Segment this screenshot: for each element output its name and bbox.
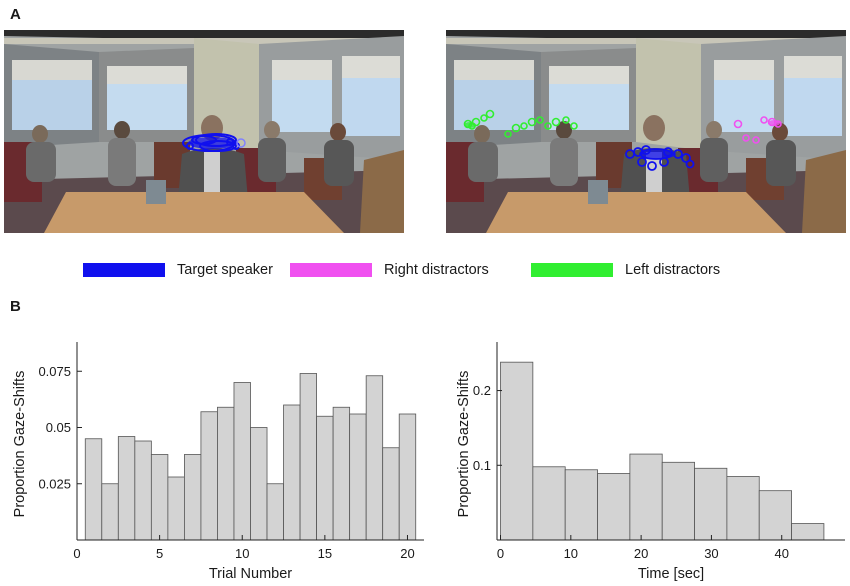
bar bbox=[791, 523, 825, 541]
legend-swatch-target bbox=[83, 263, 165, 277]
bar bbox=[134, 440, 152, 541]
x-tick-label: 10 bbox=[235, 546, 249, 561]
bar bbox=[500, 361, 534, 541]
bar bbox=[564, 469, 598, 541]
bar bbox=[694, 467, 728, 541]
x-tick-label: 10 bbox=[564, 546, 578, 561]
y-tick-label: 0.2 bbox=[473, 383, 491, 398]
y-tick-label: 0.075 bbox=[38, 364, 71, 379]
x-axis-label: Time [sec] bbox=[638, 566, 704, 582]
bar bbox=[532, 466, 566, 541]
bar bbox=[233, 382, 251, 541]
legend-swatch-right bbox=[290, 263, 372, 277]
y-axis-label: Proportion Gaze-Shifts bbox=[456, 371, 472, 518]
bar bbox=[84, 438, 103, 541]
x-tick-label: 20 bbox=[634, 546, 648, 561]
bar bbox=[629, 453, 663, 541]
bar bbox=[200, 411, 218, 541]
bar bbox=[316, 415, 334, 541]
chart-1: 0 5 10 15 20 0.025 0.05 0.075 Trial Number Propor… bbox=[12, 342, 424, 582]
bar bbox=[382, 447, 400, 541]
x-tick-label: 15 bbox=[318, 546, 332, 561]
histograms: 0 5 10 15 20 0.025 0.05 0.075 Trial Number Propor… bbox=[12, 342, 845, 582]
x-tick-label: 40 bbox=[774, 546, 788, 561]
x-axis-label: Trial Number bbox=[209, 566, 292, 582]
bar bbox=[167, 476, 185, 541]
scene-image-right bbox=[446, 30, 846, 233]
bar bbox=[597, 473, 631, 541]
x-tick-label: 0 bbox=[497, 546, 504, 561]
legend-swatch-left bbox=[531, 263, 613, 277]
bar bbox=[117, 436, 136, 541]
legend-label-left: Left distractors bbox=[625, 262, 721, 278]
chart-2: 0 10 20 30 40 0.1 0.2 Time [sec] Proportion Gaze… bbox=[456, 342, 845, 582]
legend-label-right: Right distractors bbox=[384, 262, 489, 278]
x-tick-label: 0 bbox=[73, 546, 80, 561]
panel-a-label: A bbox=[10, 6, 21, 23]
y-tick-label: 0.1 bbox=[473, 458, 491, 473]
legend: Target speaker Right distractors Left di… bbox=[0, 256, 850, 286]
bar bbox=[250, 427, 268, 541]
bar bbox=[398, 413, 417, 541]
bar bbox=[266, 483, 284, 541]
x-tick-label: 30 bbox=[704, 546, 718, 561]
y-tick-label: 0.025 bbox=[38, 476, 71, 491]
legend-item-target: Target speaker bbox=[83, 262, 273, 278]
legend-item-left: Left distractors bbox=[531, 262, 720, 278]
bar bbox=[217, 406, 235, 541]
bar bbox=[283, 404, 301, 541]
scene-image-left bbox=[4, 30, 404, 233]
y-tick-label: 0.05 bbox=[46, 420, 71, 435]
x-tick-label: 20 bbox=[400, 546, 414, 561]
legend-label-target: Target speaker bbox=[177, 262, 273, 278]
bar bbox=[365, 375, 384, 541]
bar bbox=[101, 483, 119, 541]
bar bbox=[349, 413, 367, 541]
bar bbox=[726, 476, 760, 541]
y-axis-label: Proportion Gaze-Shifts bbox=[12, 371, 28, 518]
bar bbox=[150, 454, 169, 541]
bar bbox=[332, 406, 351, 541]
bar bbox=[758, 490, 792, 541]
bar bbox=[184, 454, 202, 541]
bar bbox=[299, 373, 317, 541]
bar bbox=[661, 461, 695, 541]
legend-item-right: Right distractors bbox=[290, 262, 489, 278]
x-tick-label: 5 bbox=[156, 546, 163, 561]
panel-b-label: B bbox=[10, 298, 21, 315]
